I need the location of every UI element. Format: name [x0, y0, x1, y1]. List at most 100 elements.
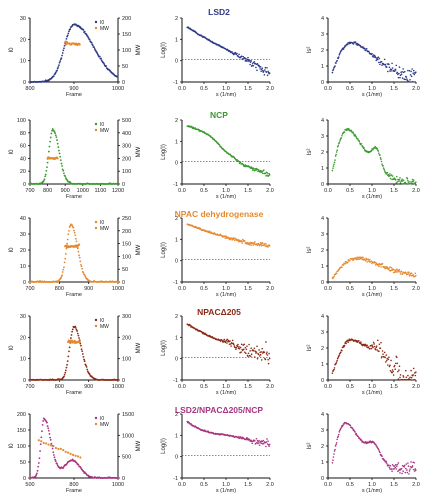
i0-point	[83, 360, 86, 363]
kratky-point	[381, 163, 383, 165]
kratky-point	[333, 163, 335, 166]
kratky-point	[372, 341, 375, 344]
i0-point	[63, 47, 65, 50]
log-intensity-point	[258, 349, 260, 351]
y-axis-label: I0	[9, 247, 15, 253]
kratky-point	[396, 71, 399, 74]
log-intensity-point	[268, 245, 271, 247]
mw-point	[69, 452, 72, 455]
i0-point	[42, 179, 45, 182]
i0-point	[62, 49, 65, 52]
kratky-point	[358, 340, 360, 342]
kratky-point	[368, 346, 370, 348]
kratky-point	[396, 356, 398, 359]
log-intensity-point	[261, 67, 264, 70]
i0-point	[67, 32, 70, 35]
x-axis-label: s (1/nm)	[362, 92, 382, 98]
kratky-point	[398, 369, 400, 371]
x-tick-label: 0.5	[346, 286, 354, 292]
kratky-point	[359, 44, 362, 47]
kratky-point	[377, 56, 380, 58]
i0-point	[54, 460, 57, 463]
log-intensity-point	[245, 348, 248, 351]
kratky-point	[410, 461, 412, 463]
y-tick-label: 500	[122, 118, 131, 124]
x-tick-label: 2.0	[266, 384, 274, 390]
y-axis-label: Is²	[307, 247, 313, 254]
log-intensity-point	[255, 351, 258, 353]
i0-point	[81, 267, 84, 270]
i0-point	[73, 229, 75, 232]
kratky-point	[406, 471, 409, 474]
kratky-point	[393, 364, 396, 367]
i0-point	[46, 421, 48, 424]
i0-point	[77, 463, 80, 466]
kratky-point	[383, 459, 386, 461]
kratky-point	[350, 129, 353, 132]
kratky-point	[354, 134, 356, 136]
kratky-point	[374, 261, 376, 264]
kratky-point	[379, 63, 381, 66]
i0-point	[47, 427, 50, 430]
kratky-point	[378, 265, 380, 268]
mw-point	[79, 456, 82, 459]
kratky-point	[374, 56, 377, 59]
kratky-point	[352, 132, 355, 134]
y-tick-label: 3	[321, 32, 324, 38]
y-tick-label: 20	[20, 169, 26, 175]
log-intensity-point	[258, 439, 260, 442]
kratky-point	[342, 424, 344, 427]
elution-panel: 800 900 1000Frame0102030I0050100150200MWI0…	[9, 16, 142, 98]
x-tick-label: 2.0	[266, 86, 274, 92]
kratky-point	[380, 341, 382, 344]
kratky-point	[409, 79, 411, 81]
y-axis-label: Log(I)	[161, 242, 167, 258]
i0-point	[64, 369, 67, 372]
kratky-point	[409, 468, 411, 470]
log-intensity-point	[268, 357, 271, 360]
kratky-point	[389, 464, 392, 467]
kratky-point	[414, 468, 417, 470]
log-intensity-point	[260, 359, 263, 361]
log-intensity-point	[219, 340, 222, 342]
y-tick-label: -1	[173, 476, 178, 482]
i0-point	[37, 465, 40, 468]
y-tick-label: 80	[20, 131, 26, 137]
y-tick-label: 20	[20, 335, 26, 341]
i0-point	[68, 346, 71, 349]
y-tick-label: 100	[17, 118, 26, 124]
mw-point	[78, 43, 81, 46]
mw-point	[64, 43, 68, 46]
y2-axis-label: MW	[136, 146, 142, 157]
x-axis-label: Frame	[66, 488, 82, 494]
kratky-point	[369, 347, 371, 350]
mw-point	[64, 40, 67, 44]
y-tick-label: 2	[321, 48, 324, 54]
kratky-point	[382, 164, 384, 167]
i0-point	[61, 54, 63, 57]
legend-mw-marker	[94, 422, 98, 426]
log-intensity-point	[246, 60, 248, 62]
log-intensity-point	[253, 61, 256, 63]
kratky-point	[377, 150, 380, 152]
kratky-point	[405, 76, 408, 78]
y-axis-label: I0	[9, 47, 15, 53]
kratky-point	[332, 68, 335, 71]
kratky-point	[336, 359, 338, 362]
kratky-point	[405, 463, 408, 465]
kratky-point	[389, 266, 391, 268]
i0-point	[82, 272, 85, 274]
x-tick-label: 2.0	[412, 188, 420, 194]
mw-point	[59, 447, 62, 450]
i0-point	[83, 274, 86, 277]
y-tick-label: 50	[122, 64, 128, 70]
kratky-point	[343, 344, 346, 347]
i0-point	[116, 183, 119, 185]
y-tick-label: 0	[122, 476, 125, 482]
y-tick-label: 100	[17, 444, 26, 450]
x-tick-label: 1.0	[222, 482, 230, 488]
row-title: LSD2	[208, 7, 230, 17]
kratky-point	[341, 266, 343, 269]
kratky-point	[412, 374, 414, 376]
kratky-point	[380, 158, 382, 161]
